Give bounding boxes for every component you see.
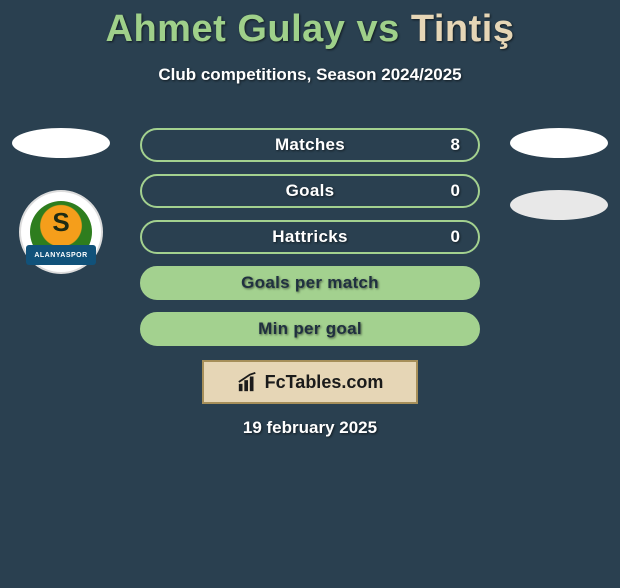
stat-label: Goals per match xyxy=(241,273,379,293)
stat-label: Goals xyxy=(286,181,335,201)
stat-label: Hattricks xyxy=(272,227,347,247)
player-b-name: Tintiş xyxy=(411,8,515,50)
stat-bar-goals: Goals 0 xyxy=(140,174,480,208)
player-b-column xyxy=(510,128,608,220)
stat-bar-matches: Matches 8 xyxy=(140,128,480,162)
comparison-subtitle: Club competitions, Season 2024/2025 xyxy=(0,65,620,85)
club-badge-text: ALANYASPOR xyxy=(26,245,96,265)
player-a-name: Ahmet Gulay xyxy=(106,8,346,50)
stat-value: 0 xyxy=(451,181,460,201)
vs-word: vs xyxy=(356,8,399,50)
comparison-title: Ahmet Gulay vs Tintiş xyxy=(0,8,620,51)
stat-label: Min per goal xyxy=(258,319,362,339)
brand-text: FcTables.com xyxy=(265,372,384,393)
stats-bars: Matches 8 Goals 0 Hattricks 0 Goals per … xyxy=(140,128,480,346)
player-b-club-silhouette-icon xyxy=(510,190,608,220)
player-a-silhouette-icon xyxy=(12,128,110,158)
brand-badge: FcTables.com xyxy=(202,360,418,404)
stat-value: 8 xyxy=(451,135,460,155)
player-b-silhouette-icon xyxy=(510,128,608,158)
stat-value: 0 xyxy=(451,227,460,247)
stat-bar-goals-per-match: Goals per match xyxy=(140,266,480,300)
stat-bar-hattricks: Hattricks 0 xyxy=(140,220,480,254)
player-a-column: ALANYASPOR xyxy=(12,128,110,274)
chart-icon xyxy=(237,371,259,393)
player-a-club-badge-icon: ALANYASPOR xyxy=(19,190,103,274)
stat-label: Matches xyxy=(275,135,345,155)
stat-bar-min-per-goal: Min per goal xyxy=(140,312,480,346)
date-label: 19 february 2025 xyxy=(0,418,620,438)
